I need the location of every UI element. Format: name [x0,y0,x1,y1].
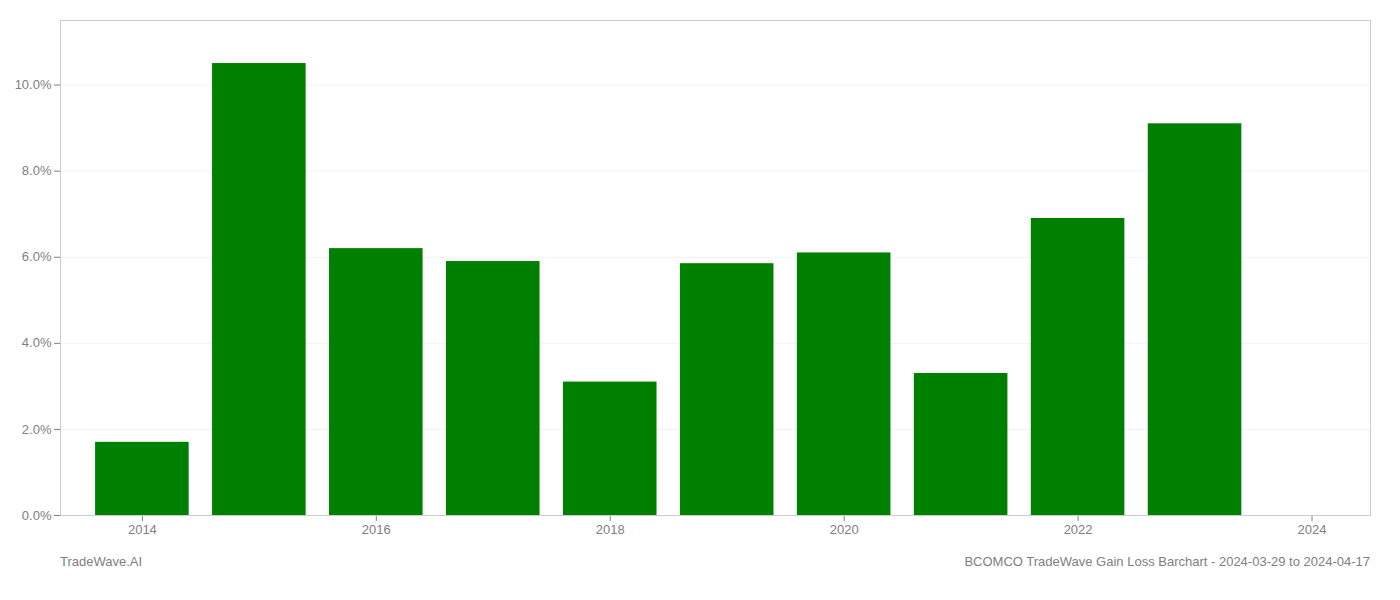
svg-text:2014: 2014 [128,522,157,537]
svg-text:2.0%: 2.0% [22,422,52,437]
html-text:BCOMCO TradeWave Gain Loss Bar: BCOMCO TradeWave Gain Loss Barchart - 20… [964,554,1370,569]
svg-text:2020: 2020 [830,522,859,537]
html-text:TradeWave.AI: TradeWave.AI [60,554,143,569]
svg-text:6.0%: 6.0% [22,249,52,264]
svg-text:8.0%: 8.0% [22,163,52,178]
svg-text:4.0%: 4.0% [22,335,52,350]
svg-text:2024: 2024 [1298,522,1327,537]
svg-text:2016: 2016 [362,522,391,537]
svg-text:2018: 2018 [596,522,625,537]
svg-text:10.0%: 10.0% [15,77,52,92]
svg-text:0.0%: 0.0% [22,508,52,523]
svg-text:2022: 2022 [1064,522,1093,537]
